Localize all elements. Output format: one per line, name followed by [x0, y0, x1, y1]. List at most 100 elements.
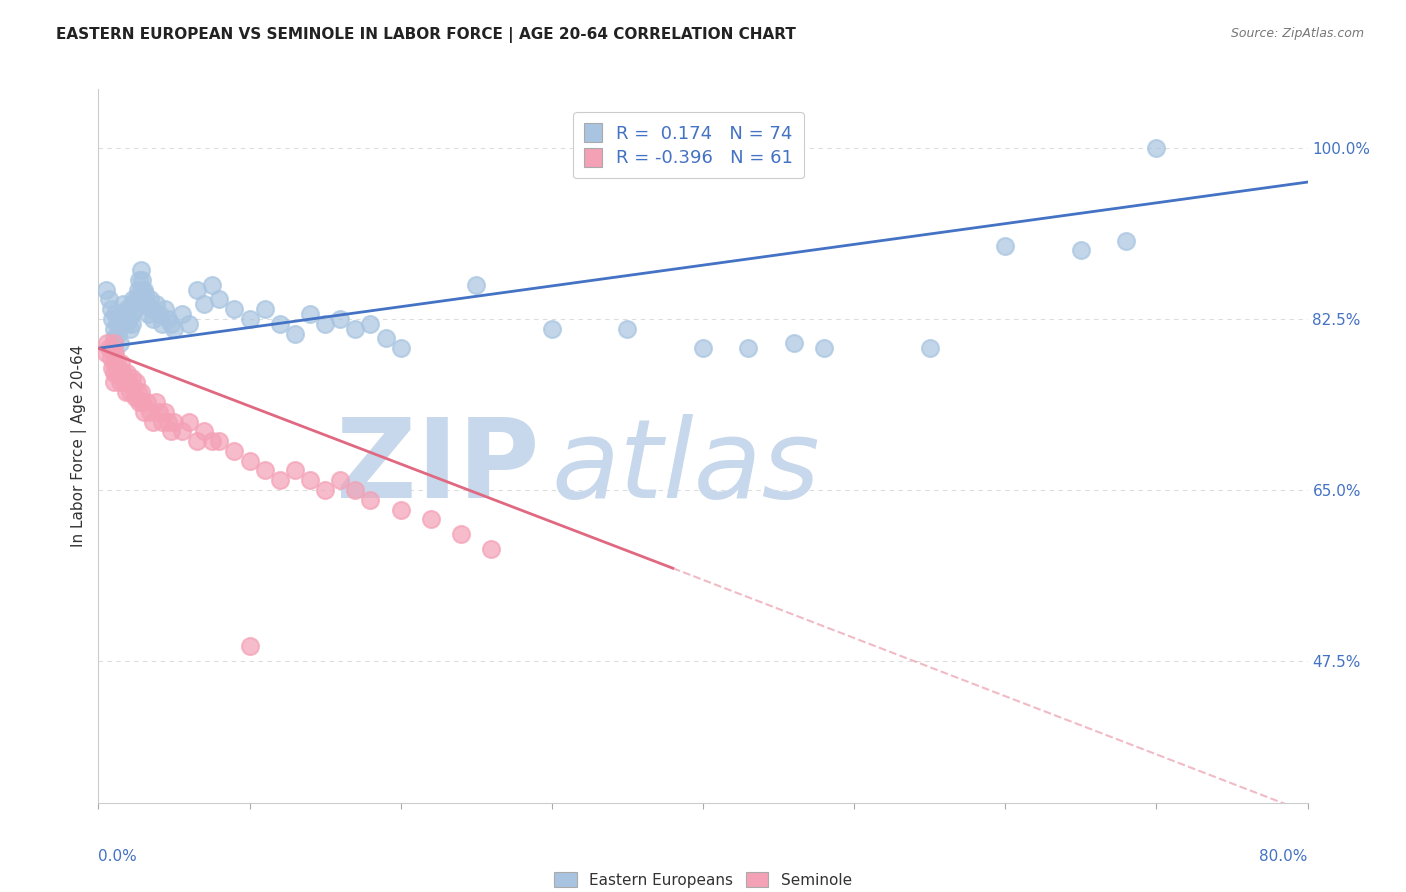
Point	[120, 321, 142, 335]
Point	[208, 293, 231, 307]
Point	[112, 307, 135, 321]
Point	[160, 425, 183, 439]
Point	[193, 297, 215, 311]
Point	[101, 360, 124, 375]
Point	[121, 370, 143, 384]
Point	[104, 307, 127, 321]
Text: 0.0%: 0.0%	[98, 849, 138, 864]
Point	[813, 341, 835, 355]
Text: 80.0%: 80.0%	[1260, 849, 1308, 864]
Text: EASTERN EUROPEAN VS SEMINOLE IN LABOR FORCE | AGE 20-64 CORRELATION CHART: EASTERN EUROPEAN VS SEMINOLE IN LABOR FO…	[56, 27, 796, 43]
Point	[103, 356, 125, 370]
Point	[132, 283, 155, 297]
Point	[135, 395, 157, 409]
Point	[918, 341, 941, 355]
Point	[314, 317, 336, 331]
Point	[124, 302, 146, 317]
Point	[153, 405, 176, 419]
Point	[139, 293, 162, 307]
Point	[737, 341, 759, 355]
Point	[127, 385, 149, 400]
Point	[142, 415, 165, 429]
Point	[239, 640, 262, 654]
Point	[120, 385, 142, 400]
Point	[108, 376, 131, 390]
Point	[110, 356, 132, 370]
Point	[125, 376, 148, 390]
Point	[111, 297, 134, 311]
Point	[201, 277, 224, 292]
Point	[111, 366, 134, 380]
Point	[100, 302, 122, 317]
Point	[103, 336, 125, 351]
Point	[1144, 141, 1167, 155]
Point	[129, 385, 152, 400]
Point	[142, 312, 165, 326]
Point	[131, 273, 153, 287]
Point	[201, 434, 224, 449]
Point	[1115, 234, 1137, 248]
Point	[360, 492, 382, 507]
Point	[115, 302, 138, 317]
Point	[540, 321, 562, 335]
Point	[94, 283, 117, 297]
Point	[344, 321, 367, 335]
Point	[284, 463, 307, 477]
Point	[103, 346, 125, 360]
Point	[150, 317, 173, 331]
Point	[148, 307, 170, 321]
Point	[450, 527, 472, 541]
Point	[125, 293, 148, 307]
Point	[134, 287, 156, 301]
Point	[121, 317, 143, 331]
Point	[193, 425, 215, 439]
Point	[128, 395, 150, 409]
Point	[156, 415, 179, 429]
Legend: Eastern Europeans, Seminole: Eastern Europeans, Seminole	[547, 864, 859, 892]
Point	[389, 341, 412, 355]
Point	[616, 321, 638, 335]
Point	[118, 312, 141, 326]
Point	[141, 302, 163, 317]
Point	[127, 283, 149, 297]
Point	[994, 238, 1017, 252]
Point	[160, 317, 183, 331]
Point	[163, 321, 186, 335]
Point	[783, 336, 806, 351]
Point	[103, 331, 125, 345]
Point	[329, 312, 352, 326]
Point	[104, 346, 127, 360]
Point	[118, 376, 141, 390]
Point	[481, 541, 503, 556]
Point	[96, 336, 118, 351]
Point	[269, 317, 291, 331]
Point	[465, 277, 488, 292]
Text: ZIP: ZIP	[336, 414, 540, 521]
Point	[186, 434, 208, 449]
Point	[122, 380, 145, 394]
Point	[103, 366, 125, 380]
Point	[299, 473, 322, 487]
Point	[129, 263, 152, 277]
Point	[224, 443, 246, 458]
Point	[253, 463, 276, 477]
Point	[135, 297, 157, 311]
Point	[100, 351, 122, 365]
Point	[344, 483, 367, 497]
Point	[101, 312, 124, 326]
Point	[103, 376, 125, 390]
Point	[128, 273, 150, 287]
Point	[269, 473, 291, 487]
Point	[374, 331, 396, 345]
Point	[224, 302, 246, 317]
Point	[420, 512, 443, 526]
Point	[145, 395, 167, 409]
Point	[124, 390, 146, 404]
Point	[110, 317, 132, 331]
Point	[170, 307, 193, 321]
Y-axis label: In Labor Force | Age 20-64: In Labor Force | Age 20-64	[72, 345, 87, 547]
Point	[98, 341, 121, 355]
Point	[131, 395, 153, 409]
Point	[122, 293, 145, 307]
Point	[179, 317, 201, 331]
